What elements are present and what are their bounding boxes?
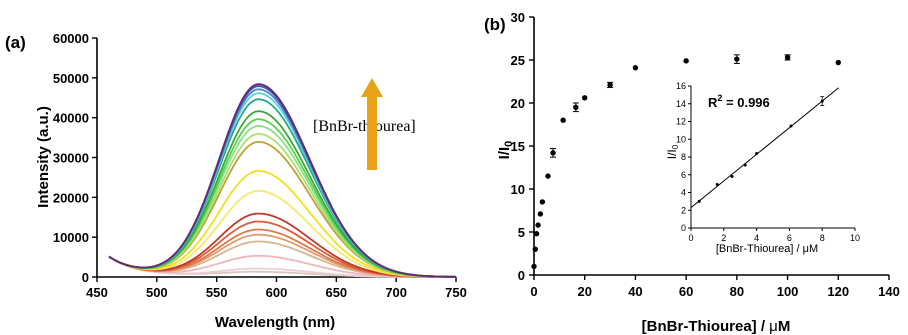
inset-data-point [820, 99, 824, 103]
inset-data-point [715, 183, 719, 187]
data-point [531, 263, 537, 270]
panel-b-xtick-label: 0 [530, 284, 537, 299]
panel-a-xtick-label: 500 [146, 285, 168, 300]
inset-xtick-label: 6 [787, 233, 792, 243]
inset-data-point [743, 163, 747, 167]
increase-arrow-shaft [367, 96, 377, 170]
panel-b-xlabel: [BnBr-Thiourea] / μM [642, 318, 791, 335]
panel-b-xtick-label: 20 [577, 284, 591, 299]
panel-b-ytick-label: 15 [511, 139, 525, 154]
data-point [560, 117, 566, 123]
inset-data-point [697, 199, 701, 203]
data-point [573, 104, 579, 111]
data-point [539, 199, 546, 205]
data-point [632, 65, 639, 71]
panel-a-xlabel: Wavelength (nm) [215, 314, 335, 331]
panel-b-xtick-label: 140 [878, 284, 900, 299]
inset-plot: 0 2 4 6 8 10 0 2 4 6 8 10 12 14 16 [676, 81, 860, 243]
inset-xtick-label: 4 [754, 233, 759, 243]
inset-ytick-label: 16 [676, 81, 686, 91]
panel-a-ytick-label: 0 [82, 270, 89, 285]
data-point [683, 58, 689, 64]
data-point [537, 211, 544, 217]
panel-a-ytick-label: 30000 [53, 151, 89, 166]
panel-b-xtick-label: 40 [628, 284, 642, 299]
inset-ylabel: I/I0 [665, 144, 680, 159]
panel-a-ytick-label: 60000 [53, 31, 89, 46]
panel-a-plot: 450 500 550 600 650 700 750 0 10000 20000 30000 400… [53, 31, 467, 300]
spectrum-line [108, 83, 456, 278]
inset-xtick-label: 10 [850, 233, 860, 243]
panel-a-xtick-label: 450 [86, 285, 108, 300]
increase-arrow-head [361, 78, 383, 97]
panel-b-xtick-label: 60 [679, 284, 693, 299]
panel-a-ytick-label: 10000 [53, 230, 89, 245]
data-point [835, 59, 841, 66]
data-point [533, 231, 540, 237]
data-point [582, 95, 588, 101]
data-point [784, 54, 791, 61]
panel-a-xtick-label: 650 [325, 285, 347, 300]
panel-b-label: (b) [484, 15, 506, 34]
data-point [532, 246, 538, 252]
inset-ytick-label: 10 [676, 134, 686, 144]
panel-b-ytick-label: 25 [511, 53, 525, 68]
panel-a-annotation: [BnBr-thiourea] [313, 118, 416, 135]
inset-ytick-label: 8 [681, 152, 686, 162]
panel-b-ytick-label: 20 [511, 96, 525, 111]
panel-b-ytick-label: 0 [518, 268, 525, 283]
panel-b-xtick-label: 120 [827, 284, 849, 299]
inset-data-point [730, 175, 734, 179]
inset-xtick-label: 8 [820, 233, 825, 243]
panel-a-label: (a) [5, 33, 26, 52]
spectrum-line [108, 140, 456, 278]
inset-ytick-label: 14 [676, 99, 686, 109]
inset-xtick-label: 2 [721, 233, 726, 243]
inset-r2-label: R2 = 0.996 [708, 93, 770, 110]
panel-b-ytick-label: 30 [511, 10, 525, 25]
panel-b-ytick-label: 5 [518, 225, 525, 240]
data-point [545, 173, 551, 179]
inset-xlabel: [BnBr-Thiourea] / μM [716, 243, 818, 255]
panel-a-xtick-label: 700 [385, 285, 407, 300]
panel-a-ylabel: Intensity (a.u.) [35, 106, 52, 208]
inset-ytick-label: 2 [681, 205, 686, 215]
panel-b-ytick-label: 10 [511, 182, 525, 197]
panel-b-xtick-label: 100 [777, 284, 799, 299]
inset-data-point [789, 124, 793, 128]
inset-data-point [755, 151, 759, 155]
panel-a-ytick-label: 20000 [53, 190, 89, 205]
inset-xtick-label: 0 [688, 233, 693, 243]
inset-ytick-label: 12 [676, 117, 686, 127]
inset-ytick-label: 4 [681, 188, 686, 198]
inset-fit-line [690, 87, 839, 208]
data-point [550, 150, 556, 156]
panel-a-xtick-label: 600 [266, 285, 288, 300]
data-point [734, 56, 740, 62]
inset-ytick-label: 6 [681, 170, 686, 180]
panel-a-xtick-label: 750 [445, 285, 467, 300]
spectrum-line [108, 170, 456, 278]
panel-a-ytick-label: 50000 [53, 71, 89, 86]
panel-b-xtick-label: 80 [730, 284, 744, 299]
data-point [607, 82, 613, 88]
panel-a-ytick-label: 40000 [53, 111, 89, 126]
panel-a-xtick-label: 550 [206, 285, 228, 300]
data-point [535, 222, 541, 228]
inset-ytick-label: 0 [681, 223, 686, 233]
